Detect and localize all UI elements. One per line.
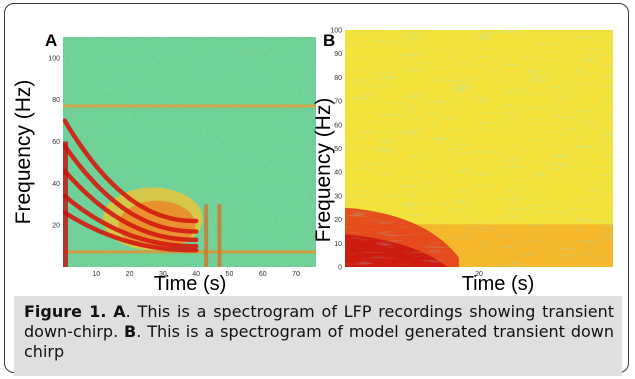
chirp-track-2 — [63, 143, 199, 234]
panel-a-plot-area — [63, 37, 316, 267]
panel-a-ytick: 40 — [52, 181, 60, 188]
panel-b-ytick: 80 — [334, 75, 342, 82]
panel-b-xlabel: Time (s) — [462, 273, 535, 295]
panel-a: A Frequency (Hz) Time (s) 10 20 30 40 50 60 70… — [12, 31, 316, 295]
panel-b-ytick: 60 — [334, 122, 342, 129]
panel-a-xlabel: Time (s) — [154, 273, 227, 295]
caption-a-text: . This is a spectrogram of LFP recording… — [24, 302, 614, 341]
panel-a-heat-layers — [63, 104, 316, 267]
panel-b-ticks: 20 0 10 20 30 40 50 60 70 80 90 100 — [330, 28, 483, 279]
figure-caption: Figure 1. A. This is a spectrogram of LF… — [14, 296, 622, 376]
panel-b-ytick: 0 — [338, 265, 342, 272]
panel-b-ytick: 10 — [334, 241, 342, 248]
panel-b-ylabel: Frequency (Hz) — [312, 98, 335, 243]
panel-a-xtick: 20 — [126, 271, 134, 278]
chirp-track-5 — [63, 210, 199, 253]
panel-b-xtick: 20 — [475, 271, 483, 278]
panel-a-ytick: 60 — [52, 139, 60, 146]
panel-a-ticks: 10 20 30 40 50 60 70 20 40 60 80 100 — [48, 55, 300, 278]
caption-figure-label: Figure 1. — [24, 302, 107, 321]
onset-column — [63, 141, 68, 267]
caption-b-text: . This is a spectrogram of model generat… — [24, 322, 614, 361]
chirp-track-4 — [63, 193, 199, 249]
panel-a-xtick: 30 — [159, 271, 167, 278]
transient-streak-1 — [204, 204, 209, 267]
panel-a-xtick: 40 — [192, 271, 200, 278]
panel-a-xtick: 60 — [259, 271, 267, 278]
panel-b-ytick: 100 — [330, 28, 342, 35]
panel-b: B Frequency (Hz) Time (s) 20 0 10 20 30 40 50 6… — [312, 28, 613, 295]
panel-a-ylabel: Frequency (Hz) — [12, 80, 35, 225]
transient-streak-2 — [217, 204, 222, 267]
panel-a-label: A — [45, 31, 57, 50]
panel-a-ytick: 80 — [52, 97, 60, 104]
panel-b-ytick: 50 — [334, 146, 342, 153]
panel-b-label: B — [323, 31, 335, 50]
panel-b-ytick: 70 — [334, 99, 342, 106]
panel-a-xtick: 10 — [92, 271, 100, 278]
panel-b-ytick: 40 — [334, 170, 342, 177]
line-noise-band — [63, 104, 316, 108]
panel-b-noise — [345, 30, 613, 267]
panel-a-xtick: 70 — [292, 271, 300, 278]
caption-b-label: B — [124, 322, 137, 341]
caption-a-label: A — [113, 302, 126, 321]
caption-text: Figure 1. A. This is a spectrogram of LF… — [24, 302, 614, 362]
panel-b-ytick: 30 — [334, 193, 342, 200]
chirp-track-1 — [63, 118, 199, 224]
panel-a-xtick: 50 — [226, 271, 234, 278]
panel-b-ytick: 20 — [334, 217, 342, 224]
panel-a-ytick: 20 — [52, 223, 60, 230]
panel-a-ytick: 100 — [48, 55, 60, 62]
chirp-track-3 — [63, 168, 199, 243]
panel-b-plot-area — [345, 30, 613, 267]
panel-b-ytick: 90 — [334, 51, 342, 58]
